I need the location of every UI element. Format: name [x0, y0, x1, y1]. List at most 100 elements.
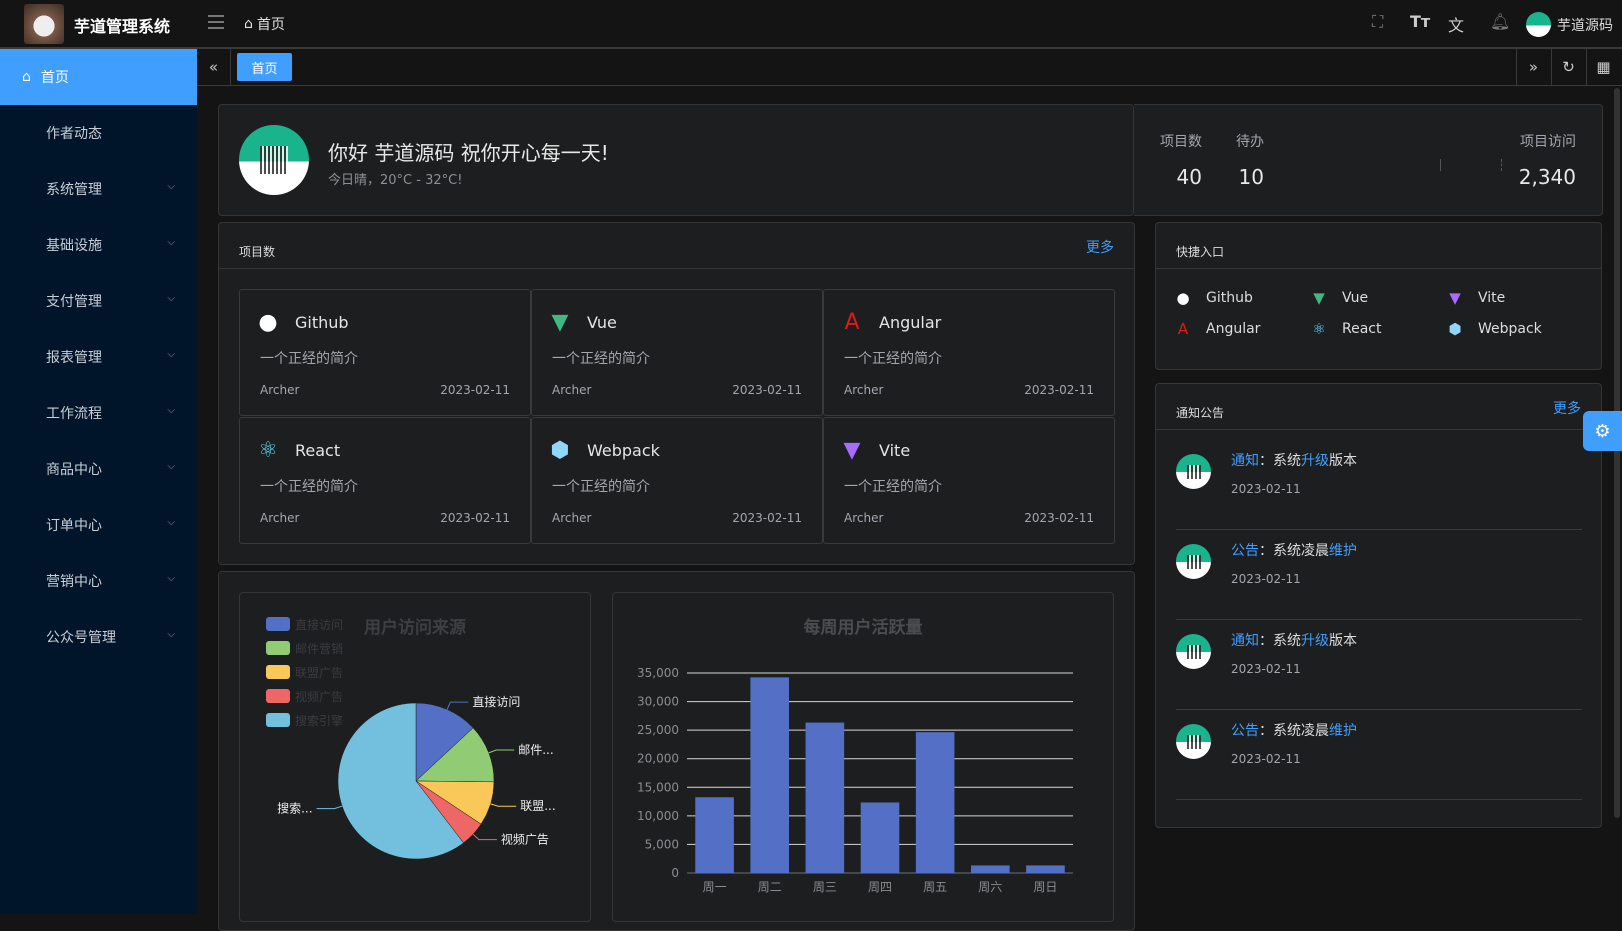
project-name: Angular	[879, 313, 942, 332]
quick-entry-item[interactable]: ⬢ Webpack	[1446, 320, 1541, 338]
y-tick-label: 15,000	[637, 780, 679, 794]
sidebar-item[interactable]: 基础设施 ⌵	[0, 217, 197, 273]
project-item[interactable]: ⚛ React 一个正经的简介 Archer 2023-02-11	[239, 417, 531, 544]
sidebar-item[interactable]: 订单中心 ⌵	[0, 497, 197, 553]
sidebar-item[interactable]: ⌂ 首页	[0, 49, 197, 105]
welcome-card: 你好 芋道源码 祝你开心每一天! 今日晴，20°C - 32°C!	[218, 104, 1134, 216]
charts-card: 用户访问来源 直接访问 邮件营销 联盟广告 视频广告 搜索引擎 直接访问 邮件... 联盟...…	[218, 571, 1135, 931]
quick-entry-item[interactable]: ⚛ React	[1310, 320, 1381, 338]
legend-label: 邮件营销	[295, 642, 343, 656]
logo	[24, 4, 64, 44]
notice-title[interactable]: 通知：系统升级版本	[1231, 630, 1357, 650]
chart-title: 用户访问来源	[364, 617, 466, 638]
sidebar-item[interactable]: 营销中心 ⌵	[0, 553, 197, 609]
quick-entry-item[interactable]: ▼ Vite	[1446, 289, 1505, 307]
project-item[interactable]: ▼ Vite 一个正经的简介 Archer 2023-02-11	[823, 417, 1115, 544]
sidebar-item-label: 首页	[40, 70, 69, 86]
chart-title: 每周用户活跃量	[804, 617, 923, 638]
project-item[interactable]: ⬢ Webpack 一个正经的简介 Archer 2023-02-11	[531, 417, 823, 544]
grid-menu-icon[interactable]: ▦	[1586, 49, 1620, 85]
legend-label: 搜索引擎	[295, 713, 343, 728]
sidebar-item[interactable]: 系统管理 ⌵	[0, 161, 197, 217]
quick-entry-label: Vite	[1478, 290, 1506, 306]
notice-item[interactable]: 公告：系统凌晨维护 2023-02-11	[1176, 710, 1582, 800]
breadcrumb[interactable]: ⌂ 首页	[244, 14, 285, 34]
stat-label: 项目数	[1160, 134, 1202, 150]
welcome-avatar	[239, 125, 309, 195]
notice-item[interactable]: 通知：系统升级版本 2023-02-11	[1176, 440, 1582, 530]
notices-more-link[interactable]: 更多	[1553, 401, 1581, 417]
notice-highlight: 维护	[1329, 543, 1357, 559]
sidebar-item[interactable]: 报表管理 ⌵	[0, 329, 197, 385]
notice-item[interactable]: 通知：系统升级版本 2023-02-11	[1176, 620, 1582, 710]
notice-text: 版本	[1329, 453, 1357, 469]
bar-chart-box: 每周用户活跃量 0 5,000 10,000 15,000 20,000 25,000 30,…	[612, 592, 1114, 922]
pie-chart-box: 用户访问来源 直接访问 邮件营销 联盟广告 视频广告 搜索引擎 直接访问 邮件... 联盟...…	[239, 592, 591, 922]
label-line	[316, 805, 343, 810]
notices-title: 通知公告	[1176, 406, 1225, 420]
quick-entry-item[interactable]: A Angular	[1174, 320, 1261, 338]
slice-label: 直接访问	[472, 694, 520, 709]
notice-avatar	[1176, 634, 1211, 669]
project-item[interactable]: ● Github 一个正经的简介 Archer 2023-02-11	[239, 289, 531, 416]
sidebar-item[interactable]: 作者动态	[0, 105, 197, 161]
notice-type: 通知	[1231, 453, 1259, 469]
notice-highlight: 维护	[1329, 723, 1357, 739]
react-icon: ⚛	[258, 438, 278, 463]
notice-title[interactable]: 公告：系统凌晨维护	[1231, 720, 1357, 740]
user-avatar[interactable]	[1526, 12, 1551, 37]
notice-item[interactable]: 公告：系统凌晨维护 2023-02-11	[1176, 530, 1582, 620]
font-size-icon[interactable]: Tт	[1410, 12, 1431, 31]
sidebar-item-label: 作者动态	[46, 126, 102, 142]
x-tick-label: 周三	[813, 880, 837, 894]
notice-sep: ：	[1259, 543, 1273, 559]
user-name[interactable]: 芋道源码	[1557, 18, 1613, 34]
project-desc: 一个正经的简介	[552, 479, 650, 495]
stat-label: 项目访问	[1520, 134, 1576, 150]
sidebar-item-label: 公众号管理	[46, 630, 116, 646]
x-tick-label: 周二	[758, 880, 782, 894]
sidebar-item[interactable]: 工作流程 ⌵	[0, 385, 197, 441]
legend-swatch	[266, 665, 290, 679]
project-author: Archer	[844, 383, 884, 397]
notice-avatar	[1176, 544, 1211, 579]
sidebar-item[interactable]: 支付管理 ⌵	[0, 273, 197, 329]
stat-value: 10	[1238, 165, 1264, 189]
label-line	[488, 749, 515, 754]
notice-text: 系统	[1273, 453, 1301, 469]
quick-entry-item[interactable]: ● Github	[1174, 289, 1252, 307]
notice-type: 公告	[1231, 543, 1259, 559]
menu-fold-icon[interactable]	[208, 15, 224, 29]
bell-icon[interactable]: 🔔︎	[1490, 12, 1511, 31]
pie-slice	[337, 702, 464, 860]
notice-title[interactable]: 通知：系统升级版本	[1231, 450, 1357, 470]
slice-label: 联盟...	[520, 799, 555, 813]
weather: 今日晴，20°C - 32°C!	[328, 173, 463, 188]
x-tick-label: 周六	[978, 880, 1002, 894]
translate-icon[interactable]: 文	[1448, 16, 1465, 35]
project-item[interactable]: A Angular 一个正经的简介 Archer 2023-02-11	[823, 289, 1115, 416]
project-item[interactable]: ▼ Vue 一个正经的简介 Archer 2023-02-11	[531, 289, 823, 416]
sidebar-item[interactable]: 商品中心 ⌵	[0, 441, 197, 497]
notice-text: 系统凌晨	[1273, 723, 1329, 739]
quick-entry-item[interactable]: ▼ Vue	[1310, 289, 1368, 307]
projects-card: 项目数 更多 ● Github 一个正经的简介 Archer 2023-02-1…	[218, 222, 1135, 565]
tabs-bar: « 首页 » ↻ ▦	[197, 49, 1622, 86]
settings-gear-icon[interactable]: ⚙	[1583, 411, 1622, 451]
stat-value: 40	[1176, 165, 1202, 189]
breadcrumb-home[interactable]: 首页	[256, 17, 285, 33]
x-tick-label: 周一	[703, 880, 727, 894]
refresh-icon[interactable]: ↻	[1551, 49, 1585, 85]
scroll-left-icon[interactable]: «	[197, 49, 231, 85]
x-tick-label: 周日	[1033, 880, 1057, 894]
bar	[750, 677, 790, 873]
scroll-right-icon[interactable]: »	[1516, 49, 1550, 85]
scrollbar[interactable]	[1614, 88, 1620, 818]
fullscreen-icon[interactable]: ⛶	[1372, 12, 1384, 31]
notice-title[interactable]: 公告：系统凌晨维护	[1231, 540, 1357, 560]
projects-more-link[interactable]: 更多	[1086, 240, 1114, 256]
sidebar-item[interactable]: 公众号管理 ⌵	[0, 609, 197, 665]
tab-home[interactable]: 首页	[237, 53, 292, 81]
quick-entry-label: React	[1342, 321, 1382, 337]
notices-card: 通知公告 更多 通知：系统升级版本 2023-02-11 公告：系统凌晨维护 2…	[1155, 383, 1602, 828]
